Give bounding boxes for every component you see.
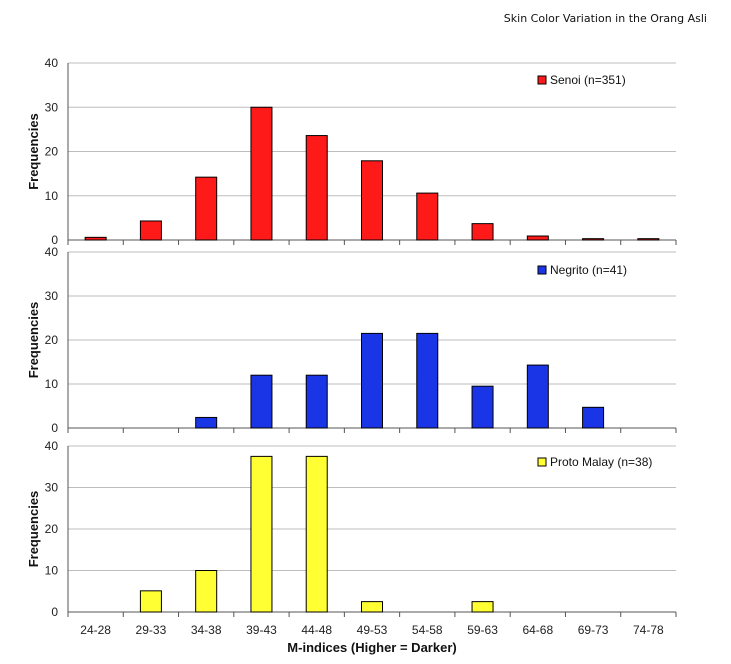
bar-54-58-panel-2 — [416, 332, 439, 429]
bar-34-38-panel-3 — [195, 570, 218, 613]
bar-44-48-panel-2 — [305, 374, 328, 429]
x-tick-label-44-48: 44-48 — [301, 623, 332, 637]
bar-64-68-panel-1 — [526, 235, 549, 241]
bar-54-58-panel-1 — [416, 192, 439, 241]
y-axis-label-panel-1: Frequencies — [26, 113, 41, 190]
y-tick-label-panel-2: 40 — [45, 245, 59, 259]
bar-44-48-panel-3 — [305, 455, 328, 613]
legend-swatch-panel-3 — [537, 457, 547, 467]
bar-49-53-panel-3 — [360, 601, 384, 613]
y-tick-label-panel-1: 40 — [45, 56, 59, 70]
x-tick-label-69-73: 69-73 — [578, 623, 609, 637]
bar-34-38-panel-2 — [195, 416, 218, 429]
y-tick-label-panel-1: 0 — [51, 233, 58, 247]
y-tick-label-panel-1: 30 — [45, 100, 59, 114]
y-tick-label-panel-2: 0 — [51, 421, 58, 435]
x-tick-label-34-38: 34-38 — [191, 623, 222, 637]
legend-label-panel-1: Senoi (n=351) — [550, 73, 626, 87]
bar-69-73-panel-1 — [582, 238, 605, 241]
x-tick-label-39-43: 39-43 — [246, 623, 277, 637]
bar-29-33-panel-1 — [139, 220, 162, 241]
bar-64-68-panel-2 — [526, 364, 549, 429]
bar-49-53-panel-2 — [360, 332, 384, 429]
y-tick-label-panel-2: 30 — [45, 289, 59, 303]
bar-24-28-panel-1 — [84, 236, 107, 241]
bar-29-33-panel-3 — [139, 590, 162, 613]
bar-59-63-panel-2 — [471, 385, 494, 429]
running-header: Skin Color Variation in the Orang Asli — [503, 12, 707, 25]
legend-label-panel-2: Negrito (n=41) — [550, 263, 627, 277]
bar-59-63-panel-3 — [471, 601, 494, 613]
x-tick-label-29-33: 29-33 — [136, 623, 167, 637]
x-tick-label-24-28: 24-28 — [80, 623, 111, 637]
bar-39-43-panel-2 — [250, 374, 273, 429]
y-axis-label-panel-2: Frequencies — [26, 302, 41, 379]
y-tick-label-panel-3: 20 — [45, 522, 59, 536]
y-tick-label-panel-1: 20 — [45, 145, 59, 159]
legend-swatch-panel-1 — [537, 75, 547, 85]
bar-74-78-panel-1 — [637, 238, 660, 241]
y-tick-label-panel-2: 20 — [45, 333, 59, 347]
y-tick-label-panel-3: 10 — [45, 564, 59, 578]
y-axis-label-panel-3: Frequencies — [26, 491, 41, 568]
x-axis-label: M-indices (Higher = Darker) — [287, 640, 456, 655]
y-tick-label-panel-3: 0 — [51, 605, 58, 619]
bar-69-73-panel-2 — [582, 406, 605, 429]
legend-swatch-panel-2 — [537, 265, 547, 275]
y-tick-label-panel-1: 10 — [45, 189, 59, 203]
bar-44-48-panel-1 — [305, 135, 328, 241]
y-tick-label-panel-3: 30 — [45, 481, 59, 495]
bar-39-43-panel-1 — [250, 106, 273, 241]
x-tick-label-59-63: 59-63 — [467, 623, 498, 637]
bar-59-63-panel-1 — [471, 223, 494, 241]
x-tick-label-64-68: 64-68 — [522, 623, 553, 637]
x-tick-label-74-78: 74-78 — [633, 623, 664, 637]
bar-39-43-panel-3 — [250, 455, 273, 613]
bar-34-38-panel-1 — [195, 176, 218, 241]
legend-label-panel-3: Proto Malay (n=38) — [550, 455, 652, 469]
y-tick-label-panel-2: 10 — [45, 377, 59, 391]
y-tick-label-panel-3: 40 — [45, 439, 59, 453]
bar-49-53-panel-1 — [360, 160, 384, 241]
x-tick-label-49-53: 49-53 — [357, 623, 388, 637]
x-tick-label-54-58: 54-58 — [412, 623, 443, 637]
